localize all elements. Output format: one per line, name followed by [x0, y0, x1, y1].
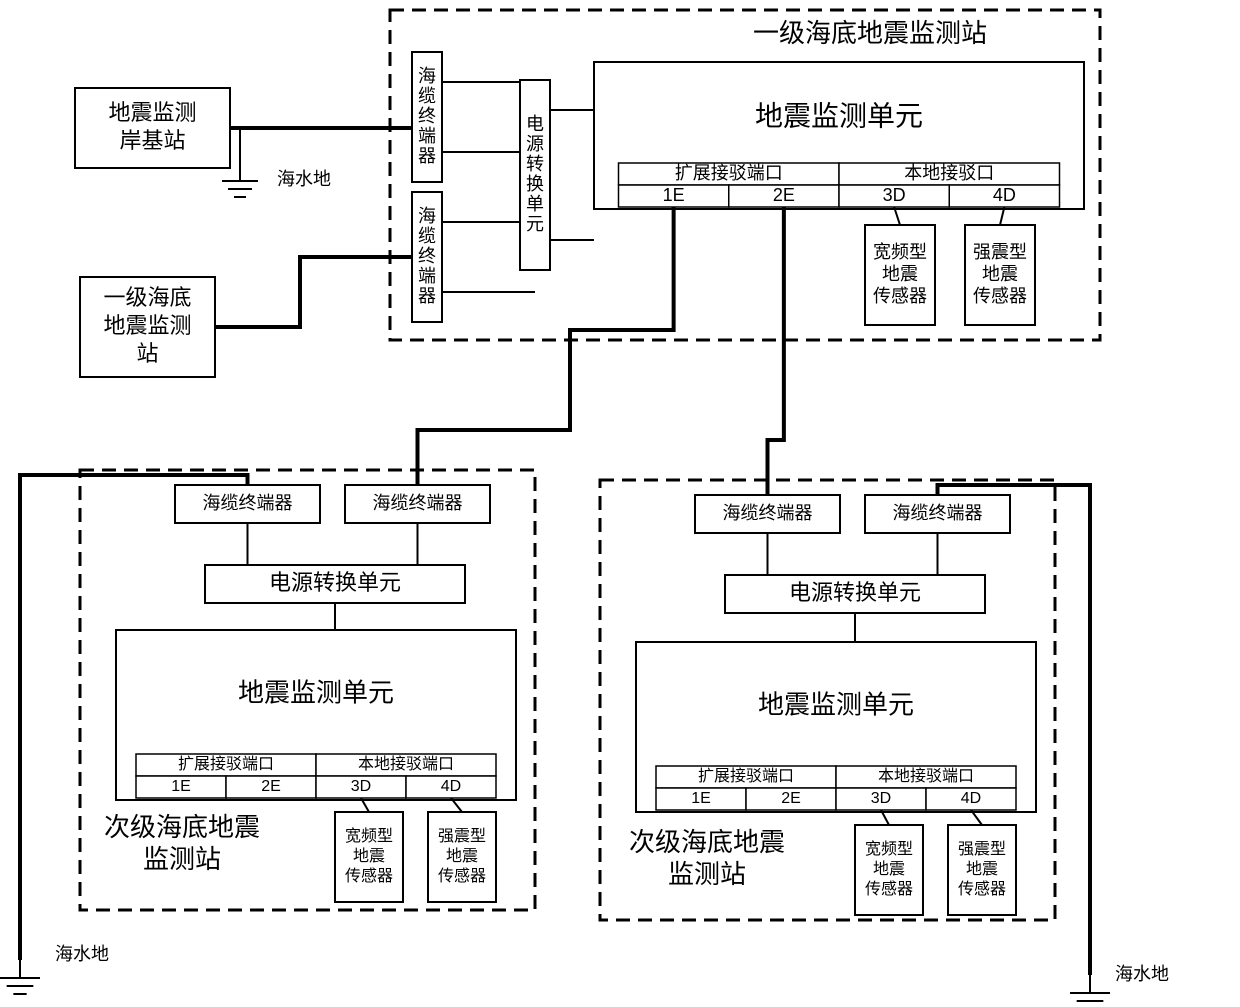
svg-text:换: 换: [526, 174, 544, 194]
svg-text:器: 器: [418, 146, 436, 166]
svg-text:宽频型: 宽频型: [865, 840, 913, 858]
svg-text:4D: 4D: [993, 185, 1016, 205]
svg-text:一级海底地震监测站: 一级海底地震监测站: [753, 18, 987, 48]
svg-text:元: 元: [526, 214, 544, 234]
svg-text:地震监测: 地震监测: [103, 313, 191, 338]
svg-text:1E: 1E: [171, 778, 191, 795]
svg-text:地震: 地震: [966, 860, 998, 878]
svg-text:单: 单: [526, 194, 544, 214]
svg-text:端: 端: [418, 266, 436, 286]
svg-text:转: 转: [526, 154, 544, 174]
svg-text:海缆终端器: 海缆终端器: [723, 503, 813, 523]
svg-text:1E: 1E: [691, 790, 711, 807]
svg-text:3D: 3D: [883, 185, 906, 205]
svg-text:监测站: 监测站: [143, 844, 221, 874]
svg-text:本地接驳口: 本地接驳口: [904, 163, 994, 183]
svg-text:强震型: 强震型: [958, 840, 1006, 858]
svg-text:传感器: 传感器: [345, 867, 393, 885]
svg-text:次级海底地震: 次级海底地震: [629, 827, 785, 857]
svg-text:海: 海: [418, 206, 436, 226]
svg-text:终: 终: [418, 246, 436, 266]
svg-text:宽频型: 宽频型: [345, 827, 393, 845]
svg-text:端: 端: [418, 126, 436, 146]
svg-text:扩展接驳端口: 扩展接驳端口: [675, 163, 783, 183]
svg-text:地震: 地震: [353, 847, 385, 865]
svg-text:源: 源: [526, 134, 544, 154]
svg-text:地震监测单元: 地震监测单元: [758, 689, 914, 719]
svg-text:站: 站: [136, 341, 158, 366]
svg-text:4D: 4D: [961, 790, 981, 807]
svg-text:扩展接驳端口: 扩展接驳端口: [698, 767, 794, 785]
svg-text:一级海底: 一级海底: [103, 285, 191, 310]
svg-text:传感器: 传感器: [438, 867, 486, 885]
svg-text:2E: 2E: [261, 778, 281, 795]
svg-text:岸基站: 岸基站: [119, 128, 185, 153]
svg-text:监测站: 监测站: [668, 859, 746, 889]
svg-text:缆: 缆: [418, 86, 436, 106]
svg-text:地震: 地震: [873, 860, 905, 878]
svg-text:宽频型: 宽频型: [873, 242, 927, 262]
svg-text:地震监测: 地震监测: [108, 100, 196, 125]
svg-text:本地接驳端口: 本地接驳端口: [878, 767, 974, 785]
svg-text:1E: 1E: [663, 185, 685, 205]
svg-text:海水地: 海水地: [1115, 964, 1169, 984]
svg-text:地震: 地震: [446, 847, 478, 865]
svg-text:3D: 3D: [871, 790, 891, 807]
svg-text:4D: 4D: [441, 778, 461, 795]
svg-text:海: 海: [418, 66, 436, 86]
svg-text:地震监测单元: 地震监测单元: [238, 677, 394, 707]
svg-text:地震: 地震: [882, 264, 918, 284]
svg-text:海缆终端器: 海缆终端器: [893, 503, 983, 523]
svg-text:缆: 缆: [418, 226, 436, 246]
svg-text:3D: 3D: [351, 778, 371, 795]
svg-text:海缆终端器: 海缆终端器: [203, 493, 293, 513]
svg-text:强震型: 强震型: [973, 242, 1027, 262]
svg-text:传感器: 传感器: [873, 286, 927, 306]
svg-text:海缆终端器: 海缆终端器: [373, 493, 463, 513]
svg-text:本地接驳端口: 本地接驳端口: [358, 755, 454, 773]
svg-text:地震监测单元: 地震监测单元: [755, 100, 923, 131]
svg-text:扩展接驳端口: 扩展接驳端口: [178, 755, 274, 773]
svg-text:传感器: 传感器: [973, 286, 1027, 306]
svg-text:强震型: 强震型: [438, 827, 486, 845]
svg-text:电源转换单元: 电源转换单元: [789, 580, 921, 605]
svg-text:电源转换单元: 电源转换单元: [269, 570, 401, 595]
svg-text:海水地: 海水地: [55, 944, 109, 964]
svg-text:传感器: 传感器: [865, 880, 913, 898]
svg-text:2E: 2E: [773, 185, 795, 205]
svg-text:终: 终: [418, 106, 436, 126]
svg-text:海水地: 海水地: [277, 169, 331, 189]
svg-text:传感器: 传感器: [958, 880, 1006, 898]
svg-text:次级海底地震: 次级海底地震: [104, 812, 260, 842]
svg-text:地震: 地震: [982, 264, 1018, 284]
svg-text:器: 器: [418, 286, 436, 306]
svg-text:电: 电: [526, 114, 544, 134]
svg-text:2E: 2E: [781, 790, 801, 807]
